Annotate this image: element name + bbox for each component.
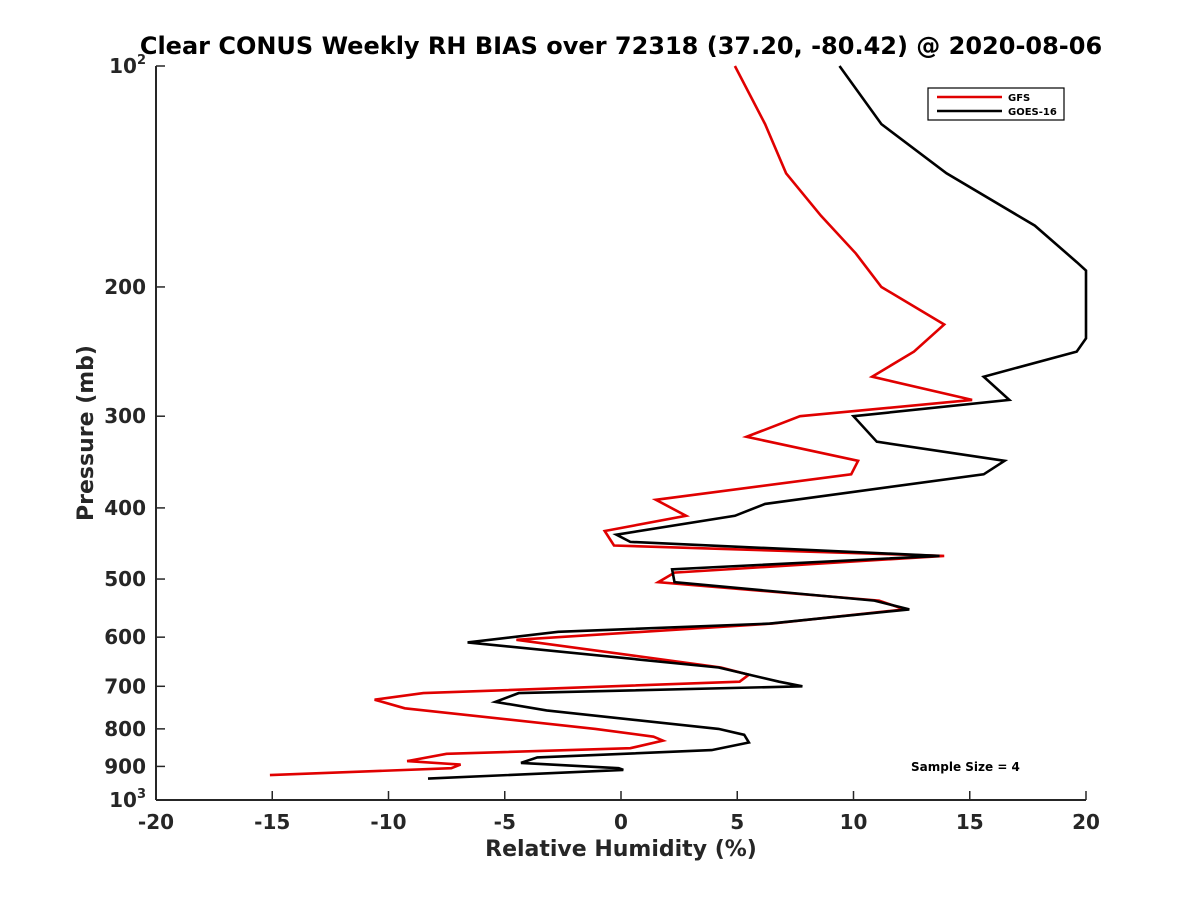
series-line-goes-16 [427,65,1088,780]
x-tick-label: 10 [840,810,868,834]
x-tick-label: -10 [370,810,406,834]
x-tick-label: 0 [614,810,628,834]
x-tick-label: -20 [138,810,174,834]
series-line-gfs [269,65,973,777]
y-tick-label: 300 [104,404,146,428]
y-tick-label: 700 [104,674,146,698]
x-tick-label: -15 [254,810,290,834]
chart-title: Clear CONUS Weekly RH BIAS over 72318 (3… [140,32,1102,60]
y-tick-label: 500 [104,567,146,591]
x-tick-label: 15 [956,810,984,834]
y-tick-label: 103 [109,787,146,812]
x-tick-label: -5 [494,810,516,834]
legend-label: GOES-16 [1008,107,1057,118]
y-tick-label: 600 [104,625,146,649]
y-tick-label: 200 [104,275,146,299]
y-tick-label: 400 [104,496,146,520]
y-tick-label: 102 [109,53,146,78]
x-tick-label: 5 [730,810,744,834]
legend-box [927,87,1065,121]
plot-series [269,65,1088,780]
legend: GFS GOES-16 [927,87,1065,121]
sample-size-annotation: Sample Size = 4 [911,760,1020,774]
x-axis-label: Relative Humidity (%) [485,837,757,862]
plot-axes: -20 -15 -10 -5 0 5 10 15 20 102 200 300 400 500 600 700… [104,53,1100,834]
legend-label: GFS [1008,93,1030,104]
x-tick-label: 20 [1072,810,1100,834]
y-tick-label: 900 [104,754,146,778]
y-tick-label: 800 [104,717,146,741]
y-axis-label: Pressure (mb) [74,345,99,521]
